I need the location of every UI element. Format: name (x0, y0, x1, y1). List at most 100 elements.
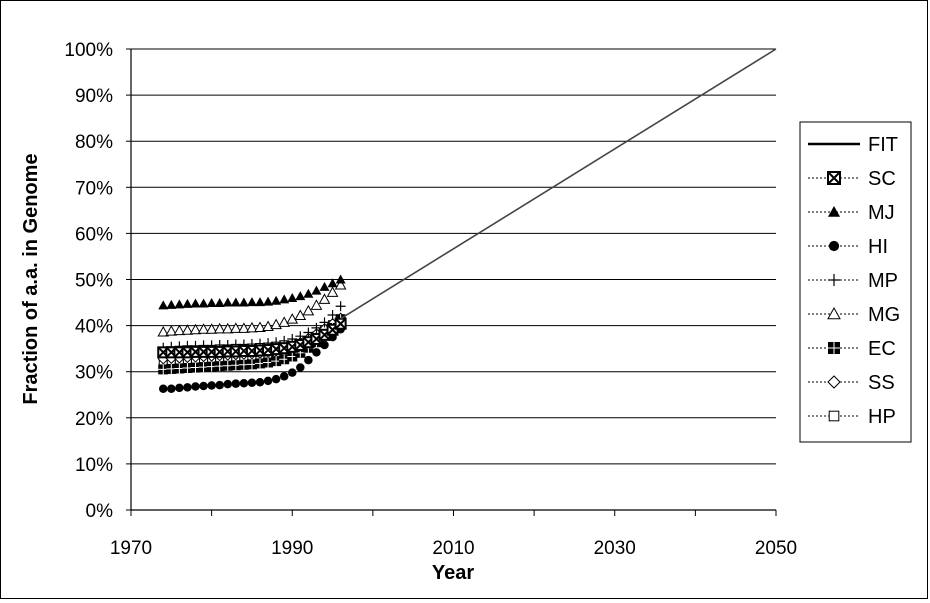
point-MJ-1983 (230, 297, 241, 307)
point-MG-1986 (254, 321, 266, 332)
legend-item-HI: HI (808, 236, 888, 258)
legend-box (799, 121, 912, 443)
x-tick-label-2050: 2050 (755, 538, 797, 559)
legend-item-FIT: FIT (808, 134, 898, 156)
legend-label-MJ: MJ (868, 202, 895, 224)
point-MP-1994 (319, 317, 330, 328)
point-MP-1996 (335, 301, 346, 312)
legend-item-EC: EC (808, 338, 896, 360)
legend-marker-SS (827, 375, 841, 389)
point-MG-1978 (189, 323, 202, 335)
legend-marker-HI (828, 240, 840, 252)
legend-label-SS: SS (868, 372, 895, 394)
x-tick-label-2010: 2010 (432, 538, 474, 559)
point-MG-1990 (286, 313, 299, 324)
point-MJ-1977 (182, 298, 193, 308)
point-MJ-1980 (206, 298, 217, 308)
point-MJ-1995 (327, 278, 338, 288)
point-HI-1983 (231, 379, 241, 388)
grid-lines (131, 48, 776, 465)
legend-marker-MG (827, 306, 841, 320)
point-MP-1993 (311, 322, 322, 333)
legend-label-MP: MP (868, 270, 898, 292)
point-HI-1979 (199, 381, 208, 391)
series-MJ (158, 274, 346, 310)
point-HI-1993 (312, 348, 321, 357)
point-HI-1990 (288, 368, 297, 377)
legend-marker-MJ (828, 206, 840, 217)
legend-item-SS: SS (808, 372, 895, 394)
legend-label-EC: EC (868, 338, 896, 360)
legend-item-SC: SC (808, 168, 896, 190)
point-MJ-1990 (287, 292, 298, 302)
legend-label-MG: MG (868, 304, 900, 326)
y-tick-label-80: 80% (75, 132, 113, 153)
x-tick-label-1990: 1990 (271, 538, 313, 559)
legend-item-MJ: MJ (808, 202, 895, 224)
point-MG-1977 (181, 324, 194, 335)
axes (126, 48, 777, 516)
legend-marker-EC (828, 342, 840, 354)
series-HI (159, 325, 345, 394)
point-HI-1981 (215, 380, 224, 390)
point-MG-1983 (229, 322, 242, 333)
x-axis-label: Year (432, 562, 474, 584)
point-MJ-1989 (279, 294, 290, 304)
point-MJ-1975 (166, 299, 177, 309)
point-HI-1991 (296, 363, 305, 372)
point-MG-1982 (221, 322, 234, 334)
point-MJ-1974 (158, 300, 169, 310)
y-tick-label-40: 40% (75, 317, 113, 338)
y-tick-label-50: 50% (75, 271, 113, 292)
point-MG-1980 (205, 323, 218, 334)
x-tick-label-1970: 1970 (110, 538, 152, 559)
point-MG-1993 (310, 299, 323, 310)
point-HI-1975 (167, 384, 176, 394)
series-MG (157, 279, 347, 337)
point-MG-1979 (197, 323, 210, 334)
point-MJ-1986 (255, 297, 265, 307)
point-MJ-1994 (319, 281, 330, 291)
point-MP-1992 (303, 327, 314, 338)
point-HI-1982 (223, 379, 232, 389)
point-MJ-1991 (295, 291, 306, 301)
series-FIT-line (340, 48, 777, 320)
y-tick-labels: 0% 10% 20% 30% 40% 50% 60% 70% 80% 90% 100% (64, 40, 113, 522)
legend-item-MG: MG (808, 304, 900, 326)
point-MJ-1984 (238, 297, 249, 307)
point-MJ-1982 (222, 297, 233, 307)
x-tick-label-2030: 2030 (594, 538, 636, 559)
point-MJ-1976 (174, 299, 185, 309)
y-tick-label-10: 10% (75, 455, 113, 476)
series-layer (157, 48, 777, 394)
point-HI-1986 (255, 378, 265, 387)
series-SC (157, 317, 347, 359)
y-tick-label-100: 100% (64, 40, 113, 61)
y-tick-label-20: 20% (75, 409, 113, 430)
point-MJ-1985 (246, 297, 257, 307)
legend-item-HP: HP (808, 406, 896, 428)
point-HI-1976 (175, 383, 184, 393)
point-MG-1975 (165, 325, 178, 336)
legend-marker-MP (828, 274, 840, 286)
point-MG-1987 (262, 320, 274, 332)
point-MG-1989 (278, 316, 291, 327)
point-HI-1992 (304, 355, 313, 365)
legend-label-FIT: FIT (868, 134, 898, 156)
point-MJ-1996 (335, 274, 346, 284)
point-MG-1974 (157, 326, 170, 337)
point-MG-1996 (334, 279, 347, 290)
point-MG-1995 (326, 286, 339, 297)
point-MJ-1992 (303, 288, 314, 298)
point-MJ-1979 (198, 298, 209, 308)
point-HI-1977 (183, 383, 192, 392)
legend-label-SC: SC (868, 168, 896, 190)
point-HI-1989 (279, 372, 289, 381)
point-MP-1995 (327, 309, 338, 320)
legend-label-HI: HI (868, 236, 888, 258)
y-axis-label: Fraction of a.a. in Genome (20, 153, 42, 404)
point-MJ-1987 (263, 296, 274, 306)
y-tick-label-60: 60% (75, 224, 113, 245)
x-tick-labels: 1970 1990 2010 2030 2050 (110, 538, 797, 559)
